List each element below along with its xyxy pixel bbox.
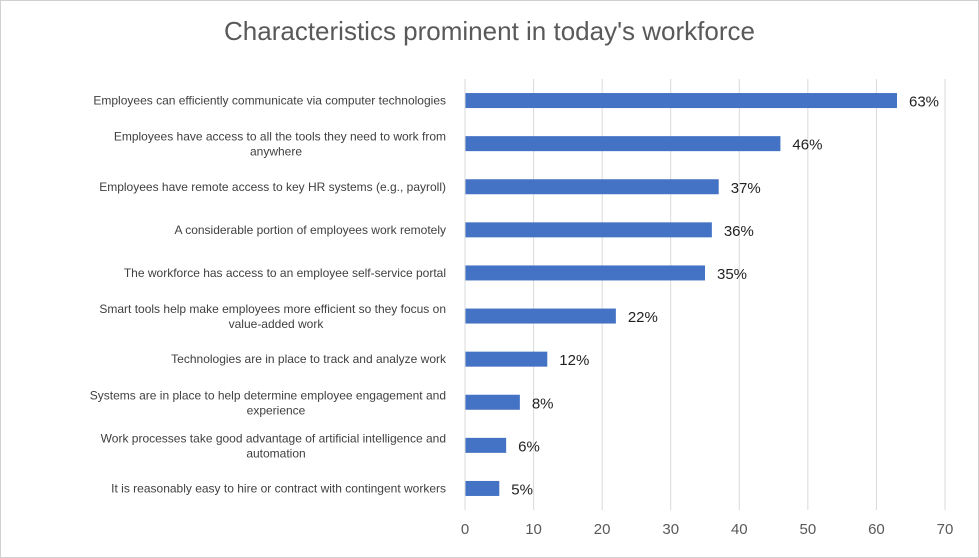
category-label: Work processes take good advantage of ar… (101, 431, 446, 460)
x-tick-label: 20 (594, 521, 611, 538)
x-tick-label: 40 (731, 521, 748, 538)
category-label: Employees can efficiently communicate vi… (93, 94, 446, 108)
data-label: 36% (724, 223, 754, 240)
x-tick-label: 30 (662, 521, 679, 538)
x-tick-label: 70 (937, 521, 954, 538)
bar (465, 351, 548, 367)
category-label: Employees have access to all the tools t… (114, 130, 446, 159)
bar (465, 308, 616, 324)
bar (465, 437, 507, 453)
x-tick-label: 10 (525, 521, 542, 538)
bar (465, 93, 897, 109)
data-label: 63% (909, 94, 939, 111)
data-label: 46% (792, 137, 822, 154)
category-label: The workforce has access to an employee … (124, 266, 446, 280)
data-label: 37% (731, 180, 761, 197)
category-label: A considerable portion of employees work… (175, 223, 446, 237)
bar (465, 480, 500, 496)
chart-title: Characteristics prominent in today's wor… (224, 16, 755, 46)
bar (465, 136, 781, 152)
data-label: 5% (511, 481, 533, 498)
category-label: It is reasonably easy to hire or contrac… (111, 481, 446, 495)
x-tick-label: 60 (868, 521, 885, 538)
bar (465, 222, 712, 238)
data-label: 8% (532, 395, 554, 412)
data-label: 6% (518, 438, 540, 455)
bar (465, 265, 705, 281)
category-label: Systems are in place to help determine e… (90, 388, 446, 417)
data-label: 22% (628, 309, 658, 326)
category-label: Smart tools help make employees more eff… (99, 302, 446, 331)
category-label: Technologies are in place to track and a… (171, 352, 447, 366)
x-tick-label: 50 (800, 521, 817, 538)
data-label: 12% (559, 352, 589, 369)
bar (465, 179, 719, 195)
data-label: 35% (717, 266, 747, 283)
x-tick-label: 0 (461, 521, 469, 538)
bar (465, 394, 520, 410)
category-label: Employees have remote access to key HR s… (99, 180, 446, 194)
